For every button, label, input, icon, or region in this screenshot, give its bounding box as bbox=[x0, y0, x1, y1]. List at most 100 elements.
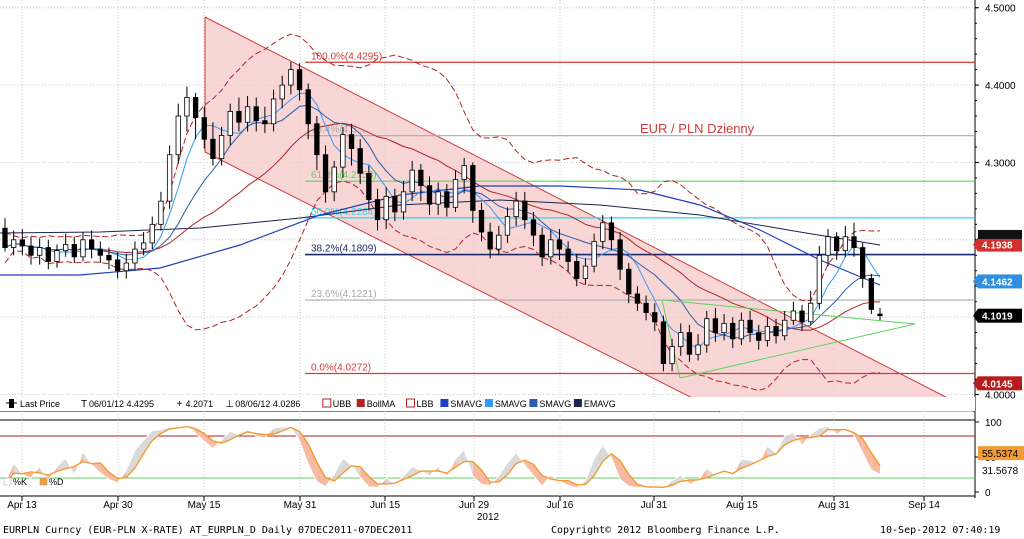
osc-fill bbox=[126, 450, 135, 478]
lbb-line bbox=[4, 180, 881, 392]
legend-label: 08/06/12 4.0286 bbox=[235, 399, 300, 409]
candle-body bbox=[270, 98, 277, 125]
candle bbox=[721, 314, 727, 341]
legend-label: SMAVG bbox=[450, 399, 482, 409]
time-tick-label: May 15 bbox=[188, 500, 221, 511]
fib-label: 100.0%(4.4295) bbox=[311, 51, 382, 62]
candle-body bbox=[877, 313, 883, 317]
osc-tag-label: 55.5374 bbox=[982, 449, 1019, 460]
candle-body bbox=[244, 106, 251, 123]
candle bbox=[444, 184, 450, 217]
candle-body bbox=[591, 240, 597, 267]
time-tick-label: Apr 13 bbox=[7, 500, 37, 511]
candle-body bbox=[660, 321, 667, 364]
osc-legend-item: %D bbox=[39, 477, 64, 487]
candle bbox=[227, 103, 233, 146]
legend-swatch-icon bbox=[406, 398, 415, 408]
time-tick-label: Aug 15 bbox=[726, 500, 758, 511]
osc-fill bbox=[316, 462, 326, 487]
price-tick-label: 4.4000 bbox=[985, 81, 1016, 92]
osc-tag-bg bbox=[978, 446, 1024, 461]
candle-body bbox=[97, 248, 103, 256]
time-tick-label: Aug 31 bbox=[818, 500, 850, 511]
candle bbox=[37, 238, 43, 265]
osc-tick-label: 0 bbox=[985, 488, 991, 499]
candle bbox=[756, 324, 762, 350]
candle-body bbox=[392, 196, 398, 213]
candle-body bbox=[686, 332, 693, 355]
price-tag-arrow bbox=[973, 376, 978, 391]
candle bbox=[357, 139, 363, 185]
candle-body bbox=[11, 239, 17, 248]
legend-swatch-icon bbox=[484, 399, 493, 407]
candle bbox=[132, 241, 138, 271]
candle bbox=[314, 116, 320, 171]
osc-fill bbox=[334, 458, 343, 481]
candle bbox=[825, 228, 831, 267]
footer-timestamp: 10-Sep-2012 07:40:19 bbox=[880, 525, 1001, 536]
osc-fill bbox=[342, 458, 352, 474]
candle-body bbox=[227, 110, 233, 136]
candle bbox=[158, 191, 164, 231]
candle bbox=[686, 324, 693, 363]
candle-body bbox=[409, 169, 415, 193]
fib-label: 76.4%(4.3... bbox=[311, 125, 365, 136]
candle bbox=[184, 86, 190, 132]
candle bbox=[149, 216, 155, 250]
price-tag-label: 4.1462 bbox=[982, 277, 1013, 288]
triangle-left bbox=[661, 299, 681, 379]
time-tick-label: Sep 14 bbox=[908, 500, 940, 511]
candle bbox=[764, 317, 771, 347]
osc-fill bbox=[152, 429, 161, 441]
candle-body bbox=[747, 319, 753, 334]
candle bbox=[565, 241, 571, 273]
candle bbox=[88, 230, 95, 259]
price-tag-label: 4.1019 bbox=[982, 312, 1013, 323]
candle bbox=[236, 97, 242, 132]
candle-body bbox=[374, 199, 381, 221]
candle-body bbox=[88, 239, 95, 250]
osc-fill bbox=[273, 426, 283, 435]
price-tick-label: 4.3000 bbox=[985, 158, 1016, 169]
legend-item: Last Price bbox=[6, 399, 60, 409]
candle-body bbox=[140, 242, 147, 250]
footer-security: EURPLN Curncy (EUR-PLN X-RATE) AT_EURPLN… bbox=[3, 525, 413, 536]
candle-body bbox=[400, 191, 407, 213]
candle bbox=[106, 247, 112, 270]
candle bbox=[712, 307, 719, 342]
osc-fill bbox=[810, 428, 820, 438]
candle bbox=[383, 187, 389, 229]
time-tick-label: Jul 16 bbox=[547, 500, 574, 511]
candle bbox=[669, 338, 675, 372]
legend-swatch-icon bbox=[529, 399, 538, 407]
candle-body bbox=[851, 236, 857, 248]
candle bbox=[270, 89, 277, 132]
candle-body bbox=[331, 166, 337, 193]
candle-body bbox=[366, 172, 372, 200]
candle bbox=[305, 83, 311, 140]
candle-body bbox=[860, 247, 866, 279]
candle-body bbox=[634, 293, 641, 304]
osc-fill bbox=[108, 472, 118, 484]
osc-fill bbox=[620, 460, 629, 487]
candle-body bbox=[799, 310, 805, 323]
candle bbox=[496, 225, 502, 256]
candle bbox=[704, 310, 710, 353]
candle-body bbox=[71, 244, 77, 258]
candle bbox=[435, 182, 441, 216]
candle-body bbox=[530, 219, 537, 236]
candle bbox=[842, 225, 848, 257]
legend-item: SMAVG bbox=[440, 399, 482, 409]
candle-body bbox=[522, 200, 528, 221]
legend-label: 4.2071 bbox=[186, 399, 214, 409]
channel-lower-line bbox=[204, 151, 721, 413]
fib-label: 0.0%(4.0272) bbox=[311, 362, 371, 373]
candle bbox=[747, 310, 753, 342]
osc-legend-label: %D bbox=[49, 477, 64, 487]
candle-body bbox=[695, 344, 701, 355]
osc-fill bbox=[507, 452, 517, 475]
legend-item: LBB bbox=[406, 398, 434, 409]
candle-body bbox=[340, 134, 346, 168]
candle-body bbox=[296, 69, 303, 91]
candle bbox=[392, 188, 398, 222]
